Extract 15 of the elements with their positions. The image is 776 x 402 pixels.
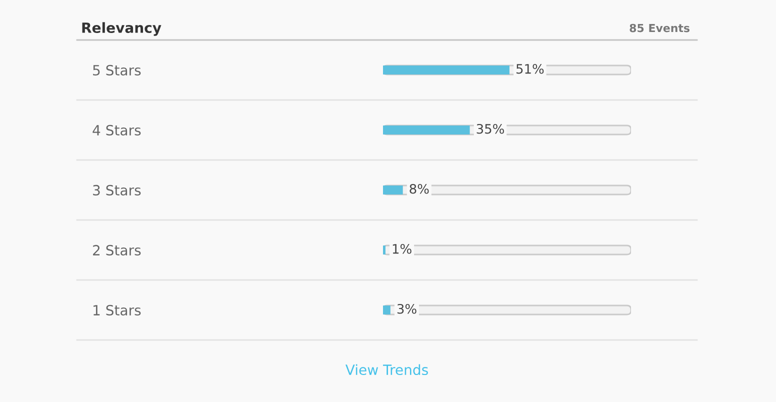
data-label: 51% [516, 64, 544, 74]
data-label: 35% [476, 124, 504, 134]
bar [383, 306, 390, 314]
text: Relevancy [82, 22, 162, 36]
y-tick-label: 4 Stars [92, 124, 141, 136]
y-tick-label: 2 Stars [93, 244, 141, 256]
y-tick-label: 1 Stars [94, 304, 141, 316]
bar [383, 186, 403, 194]
text: 85 Events [630, 24, 690, 32]
y-tick-label: 3 Stars [93, 184, 141, 196]
data-label: 8% [410, 184, 429, 194]
y-tick-label: 5 Stars [93, 64, 141, 76]
data-label: 3% [397, 304, 416, 314]
data-label: 1% [392, 244, 412, 254]
text: View Trends [345, 364, 428, 376]
